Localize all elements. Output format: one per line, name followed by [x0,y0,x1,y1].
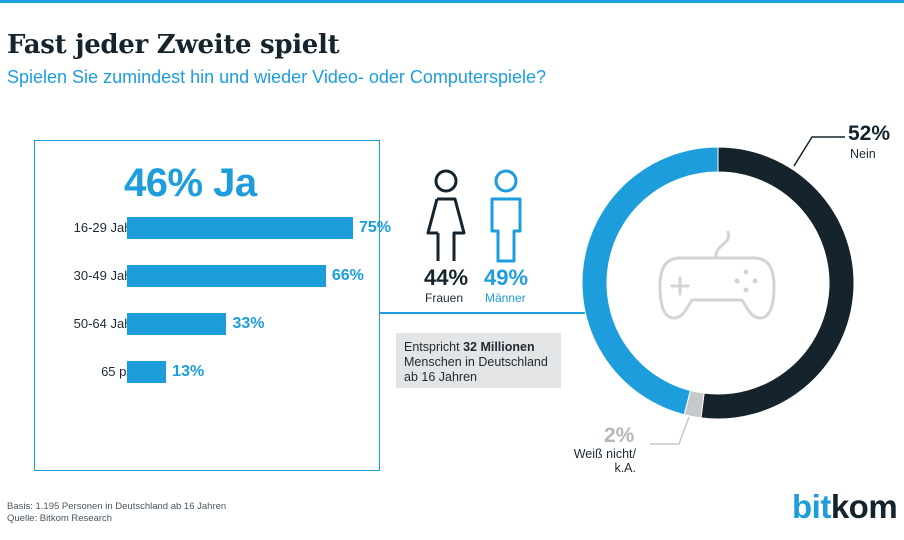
top-accent-line [0,0,904,3]
page-title: Fast jeder Zweite spielt [7,30,340,60]
nein-share-value: 52% [848,122,891,145]
bar-category-label: 16-29 Jahre [73,220,143,235]
note-prefix: Entspricht [404,340,464,354]
population-note: Entspricht 32 Millionen Menschen in Deut… [396,333,561,388]
male-label: Männer [485,291,526,305]
bar-category-label: 30-49 Jahre [73,268,143,283]
unknown-leader-line [650,416,690,445]
bitkom-logo: bitkom [792,488,898,525]
gamepad-icon [658,230,776,320]
note-highlight: 32 Millionen [463,340,535,354]
bar-value-label: 13% [172,363,205,380]
nein-leader-line [793,136,845,167]
headline-yes-share: 46% Ja [124,161,257,205]
bar [127,217,353,239]
bar-value-label: 66% [331,267,364,284]
female-icon [426,169,466,261]
male-share-value: 49% [484,265,529,290]
bar-row: 30-49 Jahre 66% [35,265,381,287]
bar-value-label: 75% [359,219,392,236]
bar-category-label: 50-64 Jahre [73,316,143,331]
unknown-share-value: 2% [604,424,635,447]
female-label: Frauen [425,291,464,305]
bar-row: 65 plus 13% [35,361,381,383]
nein-label: Nein [850,147,876,161]
bar-row: 16-29 Jahre 75% [35,217,391,239]
connector-line [380,312,585,314]
footer-source: Quelle: Bitkom Research [7,513,113,524]
page-subtitle: Spielen Sie zumindest hin und wieder Vid… [7,67,546,87]
bar [127,313,227,335]
bar-row: 50-64 Jahre 33% [35,313,381,335]
note-rest: Menschen in Deutschland ab 16 Jahren [404,355,548,384]
age-breakdown-panel: 46% Ja 16-29 Jahre 75% 30-49 Jahre 66% 50-64… [34,140,391,471]
donut-slice [700,146,855,420]
bar [127,361,167,383]
male-icon [490,169,522,263]
female-share-value: 44% [424,265,469,290]
footer-basis: Basis: 1.195 Personen in Deutschland ab … [7,501,227,512]
unknown-label: Weiß nicht/ k.A. [573,447,636,475]
bar [127,265,326,287]
bar-value-label: 33% [232,315,265,332]
donut-slice [581,146,719,416]
